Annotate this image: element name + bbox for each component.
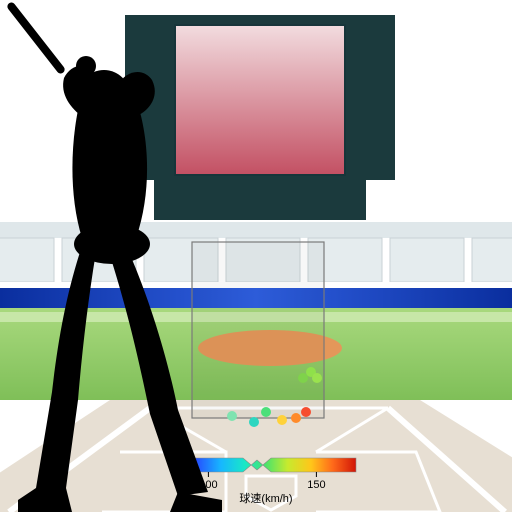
pitch-marker <box>249 417 259 427</box>
pitch-marker <box>298 373 308 383</box>
pitch-marker <box>261 407 271 417</box>
strike-zone-box <box>192 242 324 418</box>
pitch-marker <box>291 413 301 423</box>
pitch-marker <box>227 411 237 421</box>
pitch-location-chart: 100150球速(km/h) <box>0 0 512 512</box>
pitch-marker <box>301 407 311 417</box>
legend-axis-label: 球速(km/h) <box>239 491 292 505</box>
scoreboard <box>124 15 396 222</box>
pitch-marker <box>312 373 322 383</box>
svg-text:150: 150 <box>307 479 325 491</box>
pitch-marker <box>277 415 287 425</box>
